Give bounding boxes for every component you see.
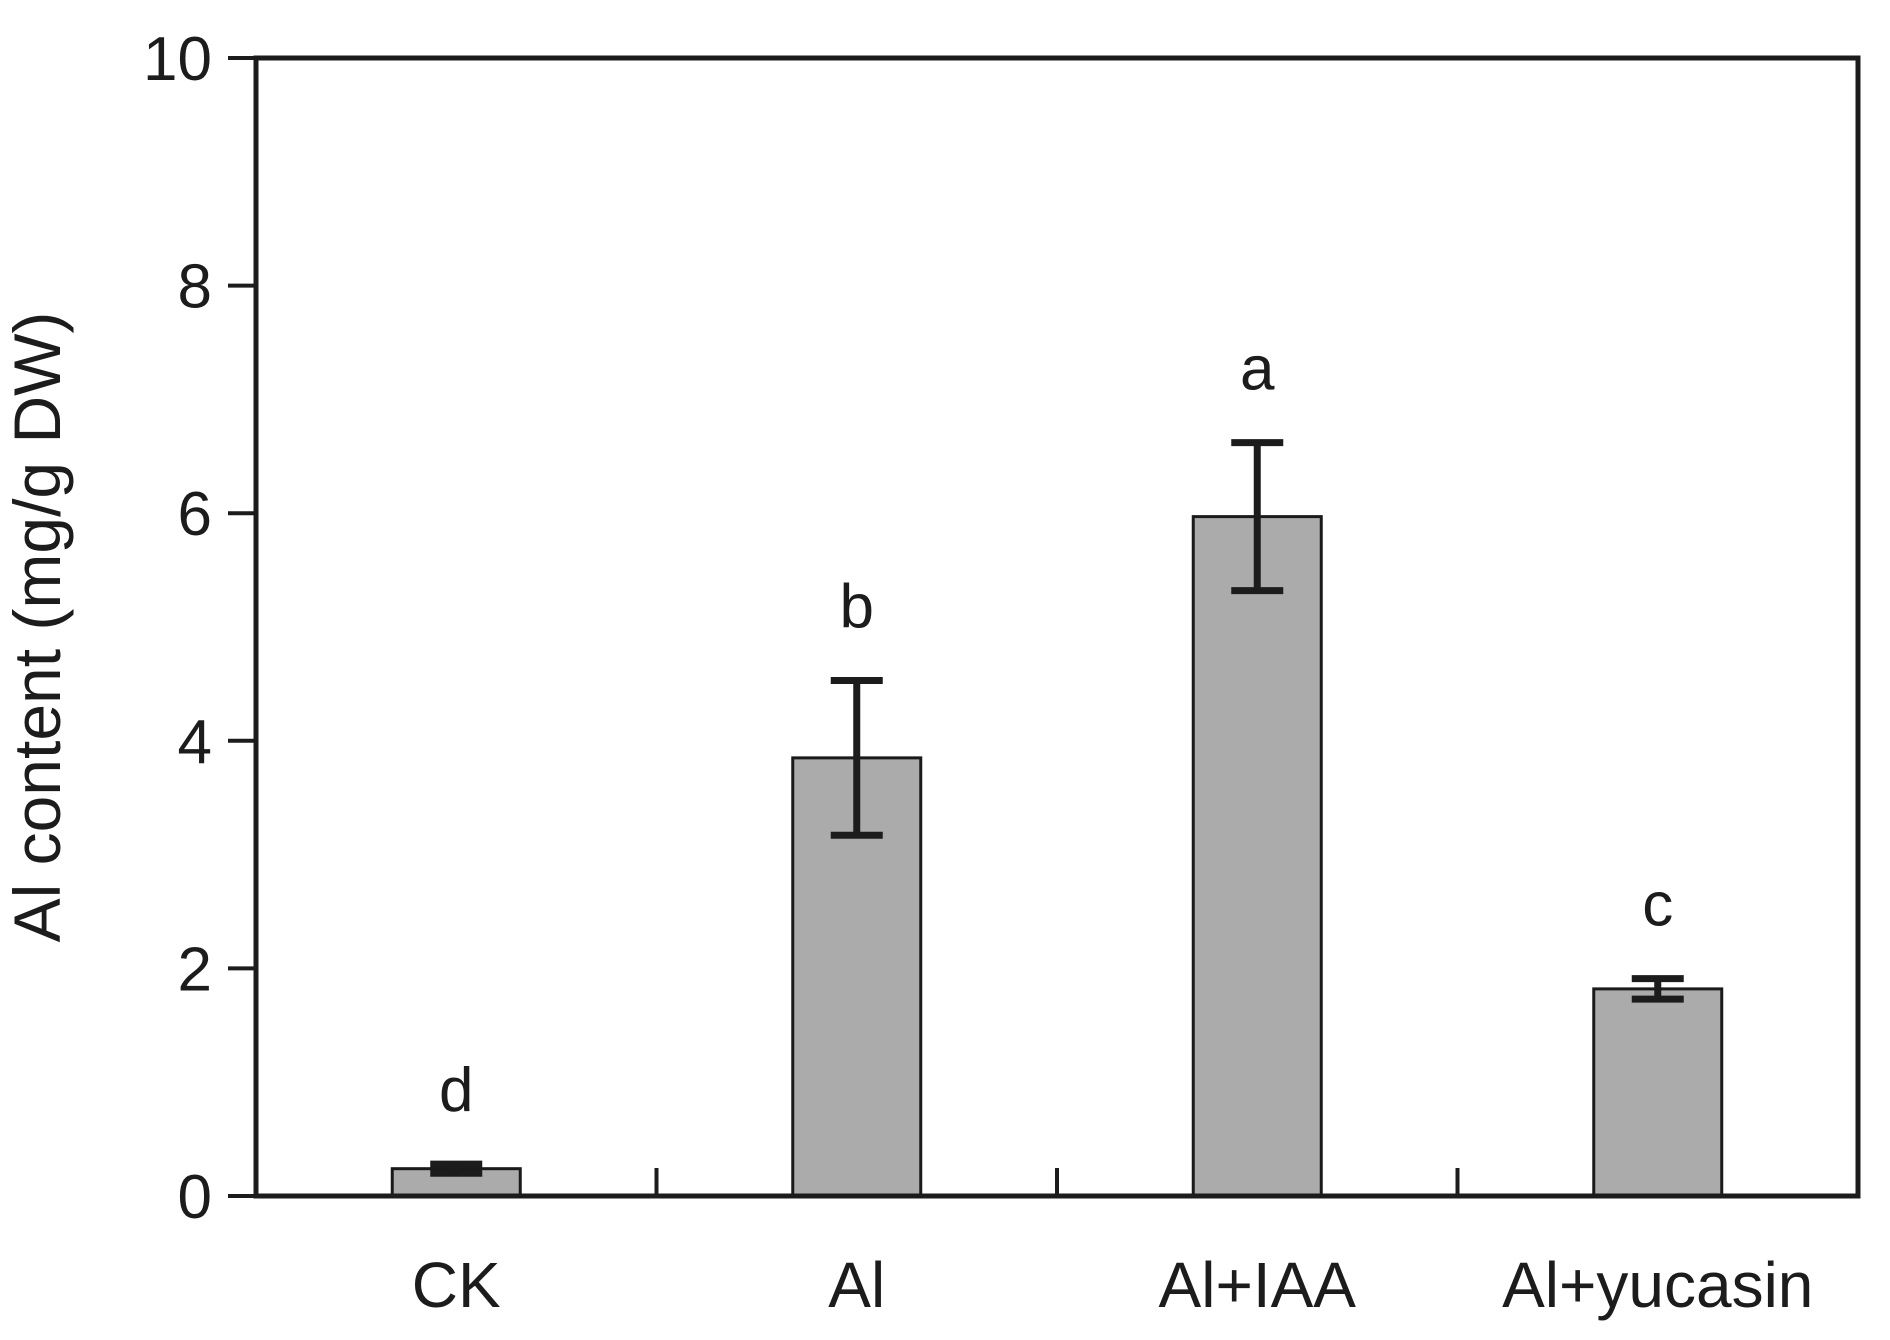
y-tick-label-0: 0 xyxy=(178,1163,212,1232)
y-tick-label-2: 2 xyxy=(178,935,212,1004)
error-bar-CK xyxy=(430,1160,483,1177)
y-axis-title: Al content (mg/g DW) xyxy=(0,312,74,943)
y-tick-label-4: 4 xyxy=(178,708,212,777)
error-bar-Al+IAA xyxy=(1231,439,1284,595)
y-tick-label-8: 8 xyxy=(178,253,212,322)
y-tick-label-6: 6 xyxy=(178,480,212,549)
x-axis-label-Al+yucasin: Al+yucasin xyxy=(1502,1249,1813,1321)
sig-letter-Al: b xyxy=(840,572,874,641)
bar-Al+IAA xyxy=(1191,515,1323,1198)
sig-letter-CK: d xyxy=(439,1056,473,1125)
x-axis-label-Al: Al xyxy=(828,1249,885,1321)
bar-Al+yucasin xyxy=(1592,987,1724,1198)
error-bar-Al+yucasin xyxy=(1631,975,1684,1003)
sig-letter-Al+yucasin: c xyxy=(1642,871,1673,940)
x-axis-label-CK: CK xyxy=(412,1249,501,1321)
x-axis-label-Al+IAA: Al+IAA xyxy=(1159,1249,1357,1321)
y-tick-label-10: 10 xyxy=(143,25,212,94)
error-bar-Al xyxy=(830,676,883,839)
sig-letter-Al+IAA: a xyxy=(1240,335,1275,404)
